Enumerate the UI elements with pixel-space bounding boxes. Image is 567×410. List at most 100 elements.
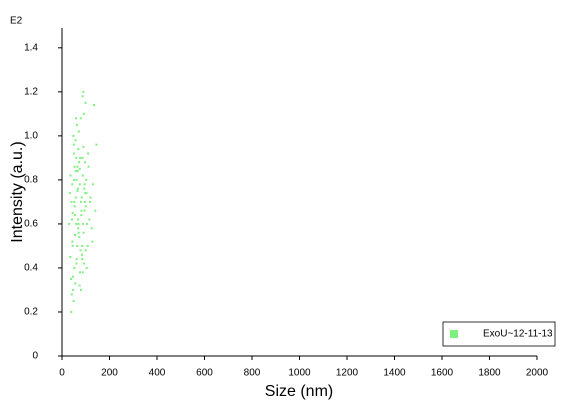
y-tick-label: 0.4 [24,263,38,274]
point [77,222,80,225]
point [71,244,74,247]
y-tick-label: 0 [32,351,38,362]
point [88,218,91,221]
point [74,282,77,285]
point [75,117,78,120]
x-tick-label: 1200 [336,368,359,379]
point [84,205,87,208]
point [86,244,89,247]
point [70,310,73,313]
point [81,244,84,247]
point [68,192,71,195]
point [82,231,85,234]
point [78,236,81,239]
point [91,183,94,186]
point [72,178,75,181]
point [75,156,78,159]
point [74,196,77,199]
point [85,266,88,269]
point [83,262,86,265]
point [82,112,85,115]
point [79,249,82,252]
x-tick-label: 1600 [431,368,454,379]
y-axis-label: Intensity (a.u.) [9,141,26,242]
point [82,222,85,225]
point [93,104,96,107]
point [75,222,78,225]
x-tick-label: 1400 [383,368,406,379]
y-tick-label: 0.8 [24,175,38,186]
point [89,200,92,203]
point [70,293,73,296]
point [68,222,71,225]
point [78,183,81,186]
point [90,227,93,230]
y-tick-label: 0.6 [24,219,38,230]
y-tick-label: 0.2 [24,307,38,318]
x-tick-label: 800 [244,368,261,379]
point [85,178,88,181]
point [78,284,81,287]
point [82,145,85,148]
point [72,143,75,146]
x-tick-label: 0 [59,368,65,379]
point [78,161,81,164]
point [73,200,76,203]
point [83,187,86,190]
x-tick-label: 200 [101,368,118,379]
point [71,211,74,214]
point [79,271,82,274]
point [76,165,79,168]
point [72,288,75,291]
point [79,117,82,120]
point [76,187,79,190]
point [71,183,74,186]
point [80,200,82,203]
point [74,139,77,142]
point [74,170,77,173]
point [94,209,97,212]
point [84,249,87,252]
y-tick-label: 1.2 [24,86,38,97]
point [75,178,78,181]
point [84,192,87,195]
point [69,255,72,258]
point [85,222,88,225]
point [81,156,84,159]
point [83,200,86,203]
point [75,262,78,265]
x-tick-label: 2000 [526,368,549,379]
point [73,152,76,155]
point [89,196,92,199]
point [80,288,82,291]
point [81,271,84,274]
point [73,205,76,208]
y-tick-label: 1.0 [24,131,38,142]
point [73,165,76,168]
y-tick-label: 1.4 [24,42,38,53]
point [81,174,84,177]
point [83,209,86,212]
point [80,196,83,199]
legend-label: ExoU~12-11-13 [483,329,553,340]
point [69,174,72,177]
x-tick-label: 400 [149,368,166,379]
point [76,189,79,192]
point [81,95,84,98]
point [70,200,73,203]
point [80,253,83,256]
point [70,277,73,280]
point [74,233,77,236]
point [80,209,83,212]
point [73,266,76,269]
point [76,244,79,247]
point [87,165,90,168]
point [82,90,85,93]
x-tick-label: 1000 [288,368,311,379]
point [87,152,90,155]
point [84,161,87,164]
point [78,167,81,170]
legend-box [442,321,556,347]
